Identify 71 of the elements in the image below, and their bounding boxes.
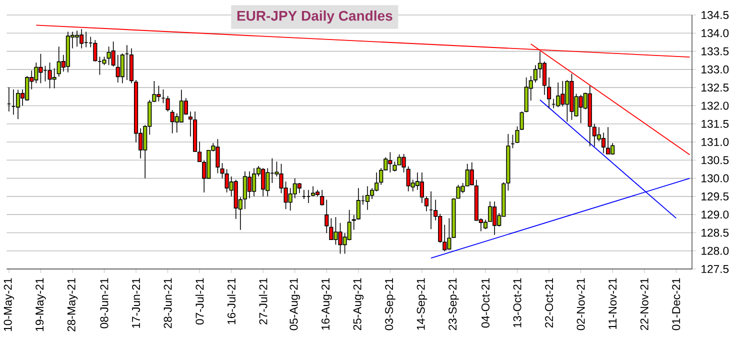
x-tick-label: 07-Jul-21	[195, 278, 204, 325]
y-tick-label: 133.5	[702, 47, 729, 56]
candlestick	[111, 41, 116, 67]
x-tick-label: 03-Sep-21	[385, 278, 396, 330]
x-tick-label: 17-Jun-21	[132, 278, 140, 328]
y-tick-label: 129.0	[702, 210, 729, 219]
candlestick	[547, 77, 552, 109]
candlestick	[247, 170, 252, 199]
candlestick	[424, 196, 429, 212]
candlestick	[352, 214, 356, 230]
candlestick	[198, 141, 202, 162]
x-tick-label: 19-May-21	[36, 278, 46, 332]
candlestick	[74, 30, 80, 47]
y-tick-label: 132.5	[702, 84, 729, 92]
x-tick-label: 23-Sep-21	[448, 278, 459, 330]
x-tick-label: 02-Nov-21	[576, 278, 585, 330]
candlestick	[320, 190, 324, 206]
y-tick-label: 128.0	[702, 246, 729, 255]
candlestick	[515, 126, 520, 144]
candlestick	[606, 126, 610, 154]
candlestick	[542, 61, 547, 96]
x-tick-label: 11-Nov-21	[608, 278, 617, 329]
x-tick-label: 13-Oct-21	[513, 278, 522, 328]
x-tick-label: 27-Jul-21	[258, 278, 268, 324]
candlestick	[220, 162, 224, 179]
candlestick	[188, 111, 193, 137]
candlestick	[297, 182, 302, 194]
y-tick-label: 133.0	[702, 65, 729, 74]
x-tick-label: 05-Aug-21	[290, 278, 300, 330]
y-tick-label: 130.5	[702, 156, 729, 164]
candlestick	[601, 132, 606, 154]
x-tick-label: 01-Dec-21	[672, 278, 680, 330]
candlestick	[483, 219, 488, 230]
candlestick	[488, 201, 492, 222]
y-tick-label: 131.0	[702, 138, 729, 146]
x-tick-label: 28-Jun-21	[164, 278, 172, 328]
candlestick	[365, 186, 370, 210]
x-tick-label: 22-Nov-21	[640, 278, 648, 330]
chart-title: EUR-JPY Daily Candles	[237, 10, 392, 24]
x-tick-label: 10-May-21	[4, 278, 14, 332]
candlestick	[556, 82, 560, 108]
x-tick-label: 04-Oct-21	[481, 278, 490, 328]
x-tick-label: 14-Sep-21	[416, 278, 428, 330]
x-tick-label: 22-Oct-21	[545, 278, 554, 328]
y-tick-label: 132.0	[702, 102, 729, 110]
candlestick	[442, 224, 447, 252]
x-tick-label: 16-Jul-21	[227, 278, 236, 324]
candlestick	[93, 40, 98, 62]
y-tick-label: 134.0	[702, 29, 729, 38]
y-tick-label: 127.5	[702, 264, 729, 274]
x-tick-label: 25-Aug-21	[353, 278, 364, 330]
candlestick	[120, 53, 124, 84]
y-tick-label: 129.5	[702, 192, 729, 200]
x-tick-label: 16-Aug-21	[322, 278, 332, 330]
y-tick-label: 128.5	[702, 228, 729, 237]
candlestick	[52, 68, 56, 89]
candlestick	[166, 96, 170, 112]
x-tick-label: 08-Jun-21	[100, 278, 108, 328]
candlestick	[347, 209, 352, 241]
y-tick-label: 131.5	[702, 120, 729, 128]
candlestick	[356, 188, 360, 220]
candlestick	[324, 199, 329, 234]
y-tick-label: 134.5	[702, 11, 729, 20]
candlestick	[533, 64, 538, 83]
candlestick	[470, 162, 474, 186]
candlestick	[420, 172, 424, 204]
x-tick-label: 28-May-21	[67, 278, 78, 332]
candlestick	[16, 89, 20, 120]
y-tick-label: 130.0	[702, 174, 729, 182]
candlestick	[520, 111, 524, 130]
candlestick	[252, 168, 256, 197]
